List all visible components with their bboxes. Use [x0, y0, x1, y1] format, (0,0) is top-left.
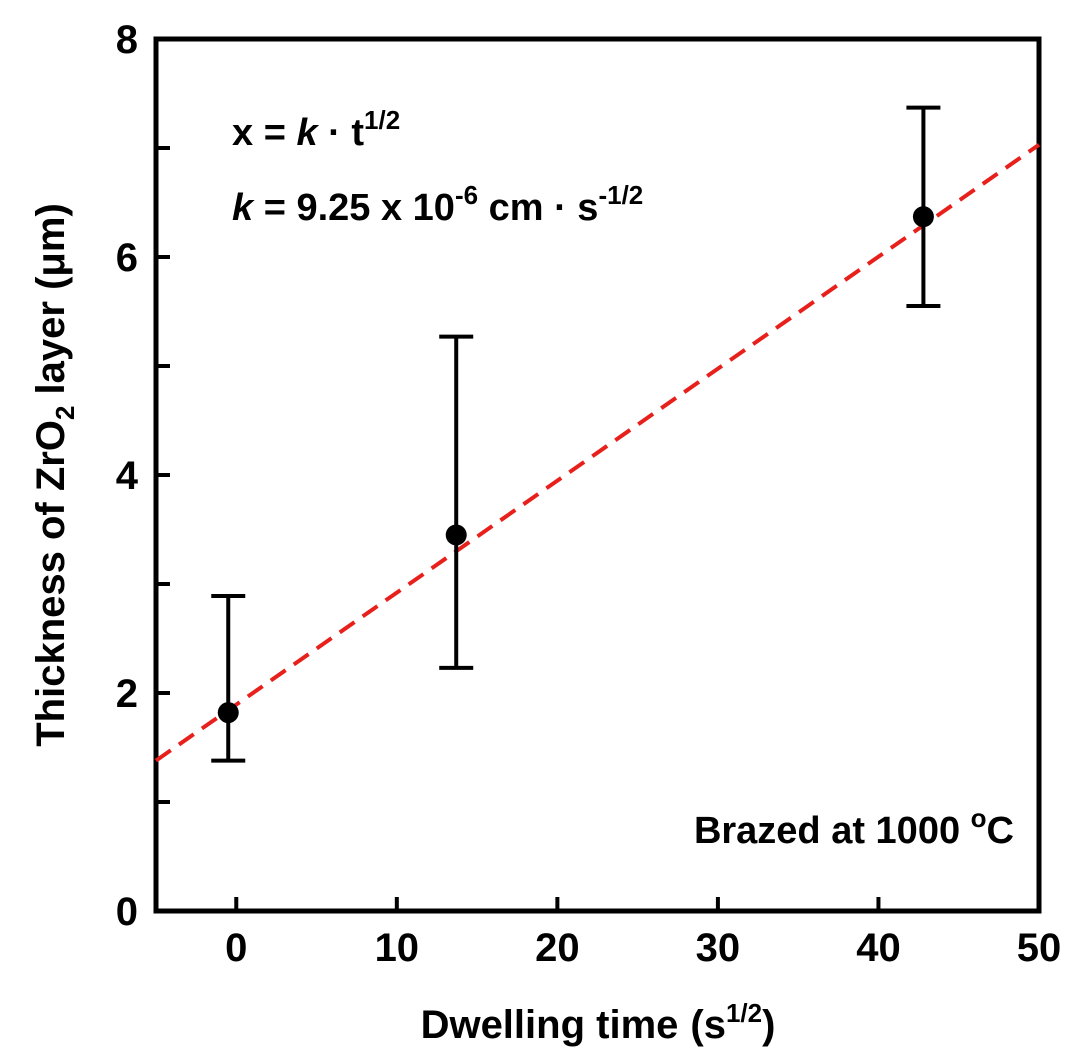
data-point: [912, 206, 934, 228]
x-tick-label: 20: [535, 926, 580, 970]
plot-area-frame: [153, 36, 1042, 914]
data-points: [211, 105, 941, 763]
x-tick-label: 50: [1017, 926, 1062, 970]
y-tick-label: 8: [116, 18, 138, 62]
x-tick-label: 30: [696, 926, 741, 970]
x-axis-ticks: 0 10 20 30 40 50: [225, 897, 1061, 970]
equation-annotation: x = k · t1/2: [232, 105, 400, 154]
data-point: [445, 524, 467, 546]
fit-line: [154, 143, 1041, 763]
x-axis-title: Dwelling time (s1/2): [421, 998, 776, 1047]
y-tick-label: 2: [116, 672, 138, 716]
condition-annotation: Brazed at 1000 oC: [694, 803, 1014, 852]
y-tick-label: 4: [116, 454, 139, 498]
y-axis-ticks: 0 2 4 6 8: [116, 18, 170, 934]
y-axis-title: Thickness of ZrO2 layer (μm): [29, 203, 80, 747]
x-tick-label: 0: [225, 926, 247, 970]
x-tick-label: 40: [856, 926, 901, 970]
data-point: [217, 702, 239, 724]
y-tick-label: 0: [116, 890, 138, 934]
x-tick-label: 10: [375, 926, 420, 970]
y-tick-label: 6: [116, 236, 138, 280]
rate-constant-annotation: k = 9.25 x 10-6 cm · s-1/2: [232, 180, 643, 229]
